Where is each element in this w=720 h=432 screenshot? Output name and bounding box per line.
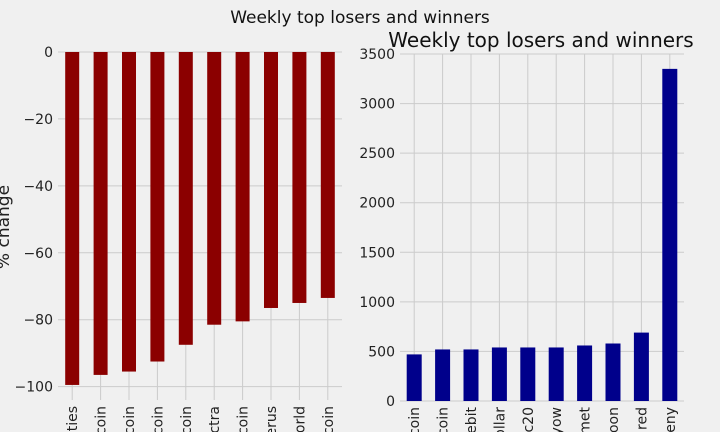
- losers-bar: [122, 52, 136, 372]
- winners-x-tick-label: ollar: [492, 407, 508, 432]
- winners-bar: [463, 349, 479, 401]
- losers-x-tick-label: coin: [179, 406, 195, 432]
- losers-chart: % change 0−20−40−60−80−100tiescoincoinco…: [0, 45, 342, 432]
- winners-x-tick-label: oon: [606, 407, 622, 432]
- losers-y-tick-label: −80: [23, 313, 53, 329]
- winners-bar: [520, 347, 536, 401]
- winners-y-tick-label: 2000: [359, 196, 395, 212]
- losers-bar: [178, 52, 193, 345]
- winners-bar: [577, 345, 593, 401]
- losers-bar: [93, 52, 108, 375]
- winners-x-tick-label: eny: [663, 407, 679, 432]
- winners-x-tick-label: ebit: [464, 407, 480, 432]
- losers-x-tick-label: coin: [122, 406, 138, 432]
- winners-bar: [491, 347, 507, 401]
- losers-x-tick-label: coin: [150, 406, 166, 432]
- losers-x-tick-label: erus: [264, 406, 280, 432]
- winners-y-tick-label: 0: [386, 394, 395, 410]
- winners-bar: [406, 354, 422, 401]
- losers-y-tick-label: −40: [23, 179, 53, 195]
- winners-bar: [662, 68, 678, 401]
- losers-bar: [207, 52, 222, 325]
- winners-y-tick-label: 3500: [359, 47, 395, 63]
- losers-x-tick-label: orld: [292, 406, 308, 432]
- winners-x-tick-label: coin: [407, 407, 423, 432]
- winners-x-tick-label: red: [634, 407, 650, 430]
- winners-y-tick-label: 2500: [359, 146, 395, 162]
- losers-x-tick-label: ctra: [207, 406, 223, 432]
- winners-bar: [435, 349, 451, 401]
- losers-bar: [264, 52, 278, 308]
- losers-y-tick-label: 0: [44, 45, 53, 61]
- winners-x-tick-label: met: [578, 406, 594, 432]
- losers-x-tick-label: ties: [65, 406, 81, 431]
- figure-suptitle: Weekly top losers and winners: [230, 8, 490, 28]
- losers-bar: [292, 52, 307, 303]
- winners-bar: [633, 332, 649, 401]
- losers-y-tick-label: −100: [15, 380, 53, 396]
- winners-x-tick-label: coin: [436, 407, 452, 432]
- winners-chart: Weekly top losers and winners 0 500 1000 15…: [359, 28, 693, 432]
- losers-bar: [235, 52, 250, 322]
- winners-y-tick-label: 500: [368, 344, 395, 360]
- winners-y-tick-label: 1000: [359, 295, 395, 311]
- winners-y-tick-label: 3000: [359, 97, 395, 113]
- winners-bar: [605, 343, 621, 401]
- winners-x-tick-label: yow: [549, 407, 565, 432]
- winners-bar: [548, 347, 564, 401]
- winners-y-tick-label: 1500: [359, 245, 395, 261]
- losers-x-tick-label: coin: [236, 406, 252, 432]
- losers-x-tick-label: coin: [94, 406, 110, 432]
- losers-y-tick-label: −20: [23, 112, 53, 128]
- losers-x-tick-label: coin: [321, 406, 337, 432]
- winners-chart-title: Weekly top losers and winners: [388, 28, 693, 52]
- losers-bar: [65, 52, 80, 385]
- losers-bar: [320, 52, 335, 298]
- losers-y-tick-label: −60: [23, 246, 53, 262]
- losers-bar: [150, 52, 165, 362]
- losers-y-axis-label: % change: [0, 185, 14, 269]
- winners-x-tick-label: c20: [521, 407, 537, 432]
